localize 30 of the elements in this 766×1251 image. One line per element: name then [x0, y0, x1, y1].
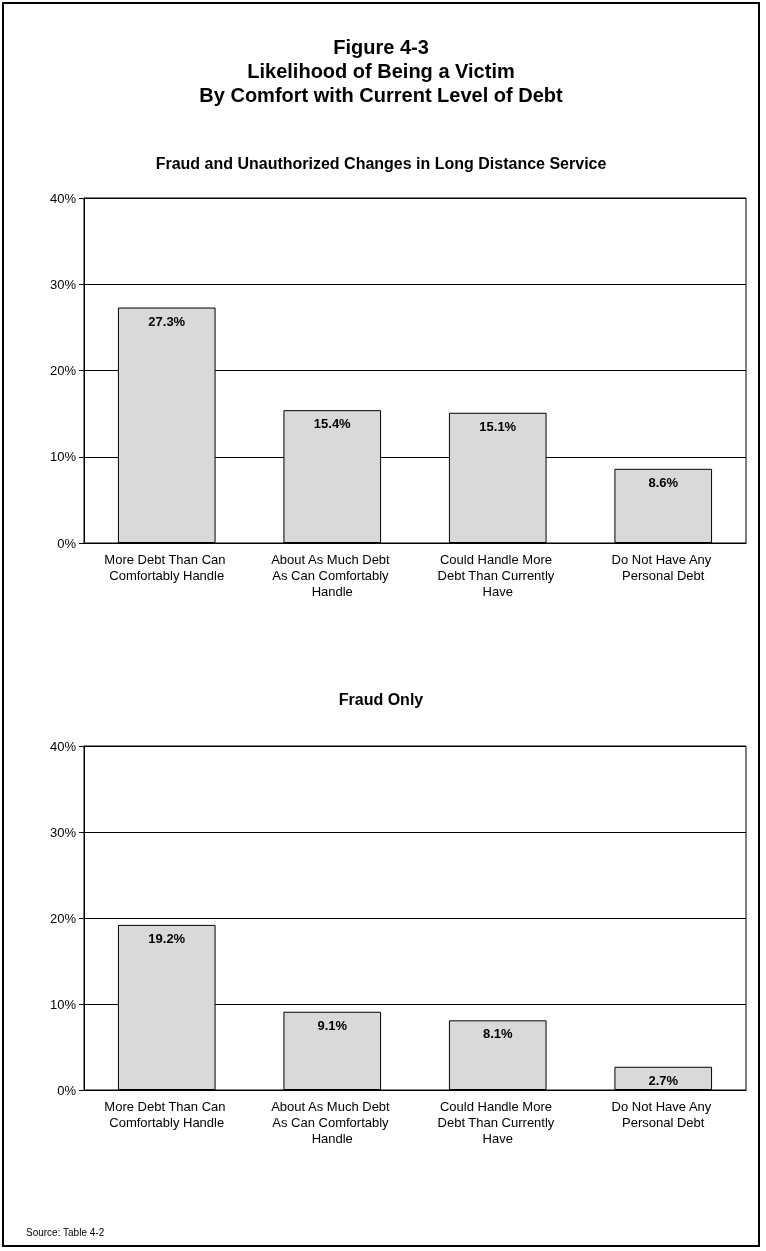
y-tick-label: 20%	[49, 363, 77, 378]
chart-title: Figure 4-3 Likelihood of Being a Victim By Comfort with Current Level of Debt	[199, 36, 564, 106]
data-label: 8.1%	[482, 1026, 513, 1042]
chart-subtitle: Fraud and Unauthorized Changes in Long Distance Service	[155, 154, 607, 172]
data-label: 2.7%	[648, 1072, 679, 1088]
data-label: 15.1%	[479, 418, 517, 434]
x-tick-label: Could Handle More Debt Than Currently Have	[437, 551, 558, 599]
x-tick-label: More Debt Than Can Comfortably Handle	[104, 551, 230, 583]
source-note: Source: Table 4-2	[26, 1226, 105, 1238]
data-label: 19.2%	[148, 930, 186, 946]
x-tick-label: About As Much Debt As Can Comfortably Handle	[271, 551, 394, 599]
x-tick-label: Could Handle More Debt Than Currently Have	[437, 1098, 558, 1146]
chart-title: Fraud Only	[338, 690, 424, 708]
x-tick-label: Do Not Have Any Personal Debt	[611, 1098, 715, 1130]
y-tick-label: 30%	[49, 276, 77, 292]
data-label: 15.4%	[313, 416, 352, 432]
x-tick-label: More Debt Than Can Comfortably Handle	[104, 1098, 230, 1130]
data-label: 8.6%	[648, 474, 679, 490]
y-tick-label: 0%	[57, 1082, 77, 1098]
data-label: 27.3%	[148, 313, 186, 329]
x-tick-label: Do Not Have Any Personal Debt	[611, 551, 715, 583]
y-tick-label: 30%	[49, 824, 77, 840]
y-tick-label: 20%	[49, 910, 77, 926]
data-label: 9.1%	[317, 1017, 348, 1033]
x-tick-label: About As Much Debt As Can Comfortably Handle	[271, 1098, 394, 1146]
y-tick-label: 0%	[57, 535, 77, 551]
y-tick-label: 10%	[49, 996, 77, 1012]
y-tick-label: 40%	[49, 738, 77, 754]
y-tick-label: 40%	[49, 190, 77, 206]
y-tick-label: 10%	[49, 449, 77, 465]
